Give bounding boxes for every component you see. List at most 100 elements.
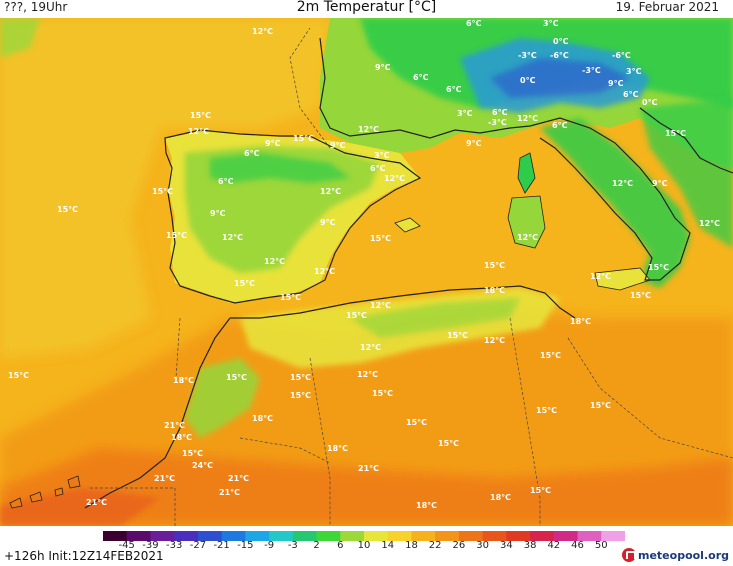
colorbar-swatch <box>269 531 294 541</box>
temp-label: 18°C <box>416 501 437 510</box>
colorbar-tick-label: 18 <box>405 540 418 551</box>
temp-label: 15°C <box>438 439 459 448</box>
colorbar-tick-label: 2 <box>313 540 320 551</box>
balearics <box>394 217 421 233</box>
temp-label: 6°C <box>623 90 639 99</box>
temp-label: 12°C <box>384 174 405 183</box>
colorbar-swatch <box>435 531 460 541</box>
temp-label: 6°C <box>370 164 386 173</box>
temp-label: 18°C <box>327 444 348 453</box>
canary-islands <box>9 475 81 509</box>
atlas-green <box>185 358 260 438</box>
colorbar-swatch <box>553 531 579 541</box>
colorbar-canvas <box>103 531 625 541</box>
temp-label: 15°C <box>290 391 311 400</box>
colorbar-tick-label: 34 <box>499 540 513 551</box>
colorbar-swatch <box>530 531 555 541</box>
colorbar-tick-label: 6 <box>337 540 344 551</box>
temp-label: 6°C <box>446 85 462 94</box>
temp-label: 9°C <box>466 139 482 148</box>
temp-label: 15°C <box>447 331 468 340</box>
atlantic-mild <box>0 18 330 358</box>
temp-label: 12°C <box>484 336 505 345</box>
temp-label: 15°C <box>57 205 78 214</box>
temp-label: 21°C <box>228 474 249 483</box>
colorbar-swatch <box>197 531 223 541</box>
colorbar-swatch <box>364 531 389 541</box>
temperature-labels: 12°C 6°C 3°C 9°C 6°C 6°C 0°C -3°C -6°C -… <box>8 19 720 510</box>
header: ???, 19Uhr 2m Temperatur [°C] 19. Februa… <box>0 0 733 18</box>
temp-label: 15°C <box>293 134 314 143</box>
colorbar-swatch <box>601 531 625 541</box>
temp-label: 15°C <box>8 371 29 380</box>
colorbar-tick-label: -9 <box>264 540 275 551</box>
temp-label: 3°C <box>543 19 559 28</box>
temp-label: 18°C <box>252 414 273 423</box>
colorbar-tick-label: 46 <box>571 540 584 551</box>
temp-label: 15°C <box>152 187 173 196</box>
tell-green <box>350 298 520 338</box>
temp-label: 15°C <box>590 401 611 410</box>
corsica <box>517 152 536 194</box>
colorbar-swatch <box>577 531 602 541</box>
temp-label: 18°C <box>570 317 591 326</box>
colorbar-swatch <box>126 531 151 541</box>
colorbar-swatch <box>387 531 412 541</box>
colorbar-swatch <box>292 531 318 541</box>
colorbar-swatch <box>245 531 270 541</box>
colorbar-swatch <box>458 531 484 541</box>
temp-label: 9°C <box>265 139 281 148</box>
temp-label: 15°C <box>540 351 561 360</box>
temp-label: 9°C <box>375 63 391 72</box>
temp-label: 15°C <box>234 279 255 288</box>
temp-label: 15°C <box>290 373 311 382</box>
colorbar-swatch <box>506 531 531 541</box>
temp-label: 6°C <box>466 19 482 28</box>
colorbar-tick-label: 10 <box>357 540 371 551</box>
temp-label: 21°C <box>164 421 185 430</box>
temp-label: 12°C <box>360 343 381 352</box>
temp-label: 12°C <box>699 219 720 228</box>
brand-logo[interactable]: meteopool.org <box>622 547 729 563</box>
colorbar-tick-label: -3 <box>287 540 298 551</box>
temp-label: 24°C <box>192 461 213 470</box>
italy-land <box>540 118 690 288</box>
colorbar <box>103 531 625 541</box>
map-canvas: 12°C 6°C 3°C 9°C 6°C 6°C 0°C -3°C -6°C -… <box>0 18 733 526</box>
temp-label: 15°C <box>182 449 203 458</box>
colorbar-tick-label: 22 <box>428 540 442 551</box>
temp-label: 15°C <box>226 373 247 382</box>
colorbar-tick-label: -39 <box>142 540 159 551</box>
colorbar-tick-label: 14 <box>381 540 395 551</box>
temp-label: 15°C <box>190 111 211 120</box>
colorbar-swatch <box>103 531 128 541</box>
colorbar-tick-label: -27 <box>189 540 207 551</box>
temp-label: 9°C <box>210 209 226 218</box>
temp-label: 3°C <box>457 109 473 118</box>
temp-label: 15°C <box>370 234 391 243</box>
temp-label: 3°C <box>626 67 642 76</box>
colorbar-tick-label: -45 <box>118 540 135 551</box>
temp-label: 9°C <box>652 179 668 188</box>
borders <box>90 27 733 526</box>
temp-label: 12°C <box>612 179 633 188</box>
temp-label: 12°C <box>264 257 285 266</box>
temp-label: 6°C <box>413 73 429 82</box>
temp-label: 12°C <box>370 301 391 310</box>
temp-label: 12°C <box>517 114 538 123</box>
temp-label: -3°C <box>488 118 507 127</box>
colorbar-swatch <box>340 531 365 541</box>
sardinia <box>507 195 546 249</box>
temp-label: 9°C <box>320 218 336 227</box>
temp-label: 15°C <box>484 261 505 270</box>
colorbar-tick-label: 30 <box>476 540 489 551</box>
temp-label: 12°C <box>188 127 209 136</box>
colorbar-tick-label: -15 <box>237 540 254 551</box>
colorbar-tick-label: -33 <box>166 540 183 551</box>
sicily <box>594 267 651 291</box>
colorbar-swatch <box>174 531 199 541</box>
colorbar-tick-label: 50 <box>594 540 608 551</box>
temp-label: 15°C <box>166 231 187 240</box>
temp-label: 15°C <box>648 263 669 272</box>
temp-label: 15°C <box>536 406 557 415</box>
